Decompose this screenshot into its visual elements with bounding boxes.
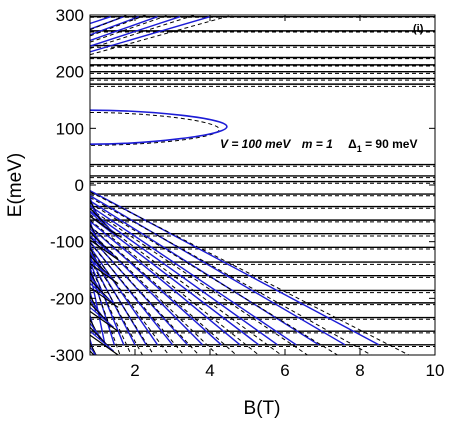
annotation: V = 100 meV m = 1 Δ1 = 90 meV	[220, 137, 417, 154]
ascending-solid-2	[90, 16, 158, 42]
dense-region-27	[90, 303, 110, 324]
descending-dashed-4	[90, 214, 282, 355]
descending-solid-7	[90, 225, 222, 346]
y-tick-label-5: 200	[56, 63, 84, 82]
y-tick-label-0: -300	[50, 346, 84, 365]
annotation-delta-sub: 1	[357, 144, 362, 154]
ascending-dashed-0	[90, 15, 233, 56]
dense-region-11	[90, 239, 119, 261]
descending-solid-11	[90, 246, 159, 346]
descending-solid-16	[90, 272, 106, 345]
descending-dashed-9	[90, 242, 185, 355]
dense-region-21	[90, 279, 110, 300]
y-tick-label-4: 100	[56, 119, 84, 138]
x-tick-label-0: 2	[130, 361, 139, 380]
ascending-solid-1	[90, 16, 181, 47]
descending-solid-1	[90, 195, 346, 346]
descending-solid-13	[90, 256, 136, 346]
annotation-delta: Δ	[348, 137, 357, 151]
dense-region-22	[90, 283, 115, 304]
dense-region-9	[90, 231, 110, 253]
dense-region-17	[90, 263, 119, 285]
dense-region-15	[90, 255, 110, 277]
descending-dashed-2	[90, 202, 338, 355]
panel-label: (i)	[413, 23, 424, 35]
dense-region-33	[90, 326, 110, 348]
data-layer	[90, 15, 435, 355]
y-axis-title: E(meV)	[5, 153, 26, 217]
descending-solid-6	[90, 220, 241, 346]
gap-state-solid	[90, 109, 228, 145]
dense-region-4	[90, 211, 115, 233]
dense-region-3	[90, 207, 110, 229]
dense-region-5	[90, 215, 119, 237]
annotation-delta-value: = 90 meV	[362, 137, 418, 151]
descending-solid-4	[90, 210, 278, 346]
ascending-solid-5	[90, 16, 111, 25]
descending-dashed-1	[90, 197, 372, 355]
ascending-dashed-1	[90, 15, 196, 49]
descending-dashed-0	[90, 191, 409, 355]
y-tick-label-3: 0	[75, 176, 84, 195]
dense-region-29	[90, 310, 119, 332]
x-axis-title: B(T)	[244, 398, 281, 419]
descending-dashed-11	[90, 253, 155, 355]
ascending-solid-0	[90, 16, 211, 53]
dense-region-34	[90, 330, 115, 352]
descending-solid-8	[90, 230, 203, 346]
y-tick-label-1: -200	[50, 289, 84, 308]
y-tick-label-2: -100	[50, 233, 84, 252]
descending-dashed-7	[90, 231, 218, 355]
dense-region-35	[90, 334, 119, 355]
dense-region-10	[90, 235, 115, 257]
annotation-v: V = 100 meV	[220, 137, 291, 151]
ticks: 2 4 6 8 10 -300 -200 -100 0 100 200 300	[50, 6, 444, 380]
annotation-m: m = 1	[302, 137, 333, 151]
descending-dashed-6	[90, 225, 237, 355]
descending-solid-3	[90, 205, 297, 346]
x-tick-label-3: 8	[355, 361, 364, 380]
ascending-dashed-3	[90, 15, 147, 37]
x-tick-label-1: 4	[205, 361, 214, 380]
ascending-solid-3	[90, 16, 139, 36]
dense-region-23	[90, 287, 119, 308]
x-tick-label-2: 6	[280, 361, 289, 380]
y-tick-label-6: 300	[56, 6, 84, 25]
descending-dashed-10	[90, 248, 170, 355]
dense-region-38	[90, 346, 97, 355]
descending-dashed-5	[90, 219, 260, 355]
descending-dashed-8	[90, 236, 200, 355]
dense-region-39	[90, 350, 95, 355]
x-tick-label-4: 10	[426, 361, 445, 380]
descending-solid-0	[90, 190, 380, 346]
descending-solid-5	[90, 215, 260, 346]
descending-dashed-3	[90, 208, 308, 355]
dense-region-16	[90, 259, 115, 281]
descending-dashed-13	[90, 265, 132, 355]
dense-region-28	[90, 306, 115, 328]
